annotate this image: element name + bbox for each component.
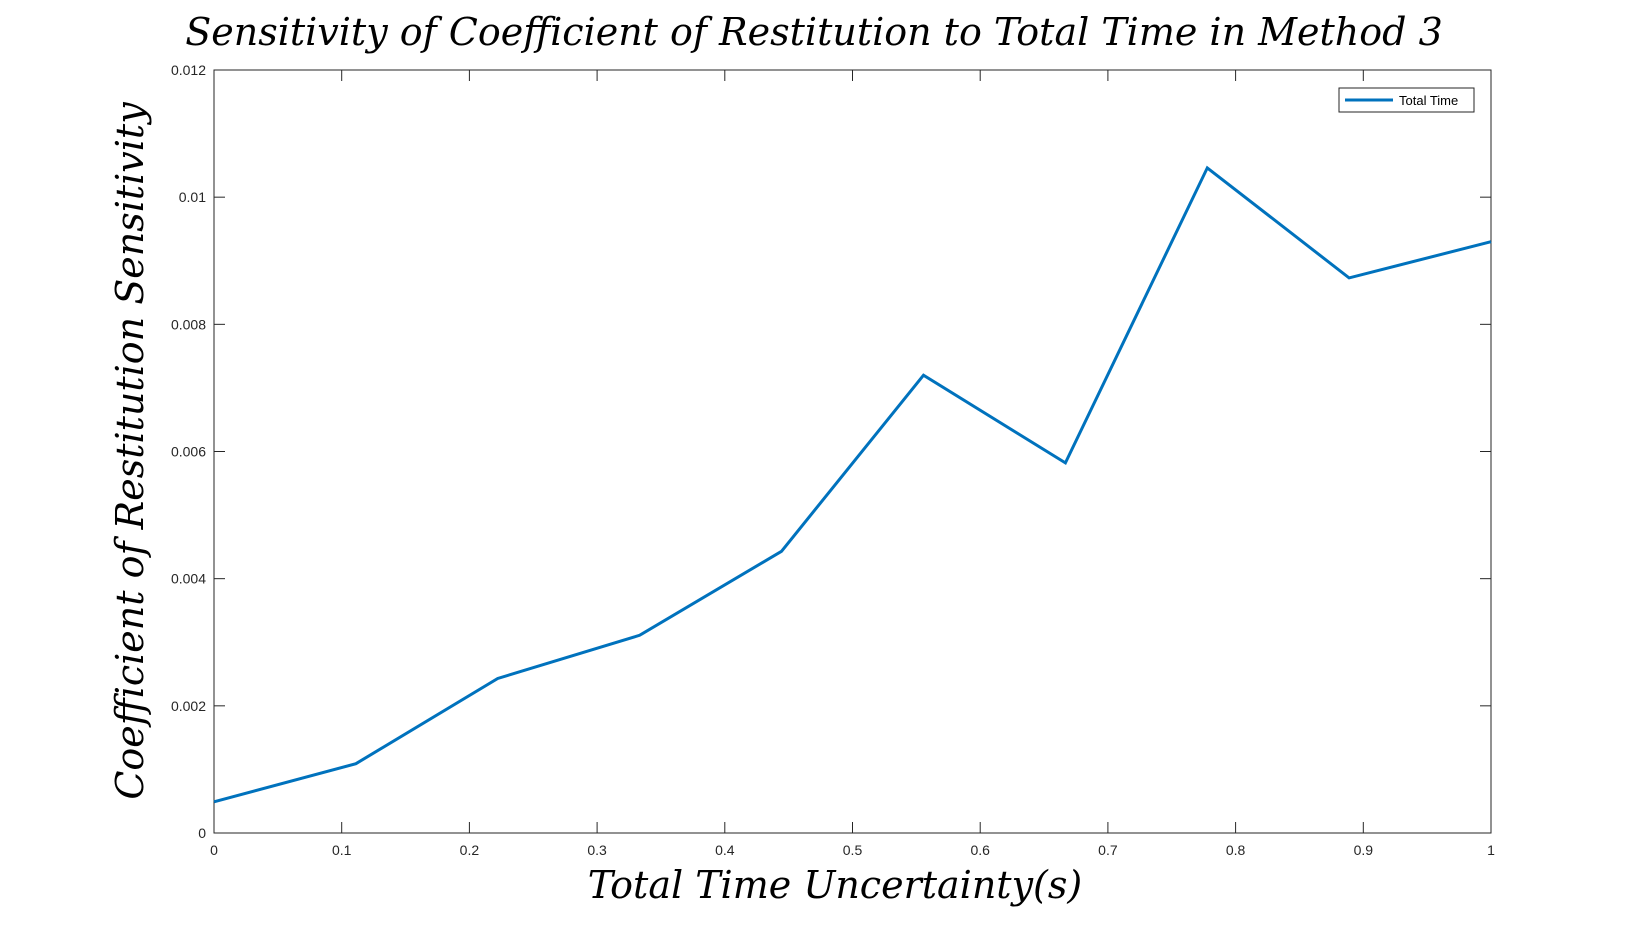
x-tick-label: 0.9	[1354, 842, 1374, 858]
x-axis-ticks: 0 0.1 0.2 0.3 0.4 0.5 0.6 0.7 0.8 0.9 1	[210, 70, 1495, 858]
y-tick-label: 0.006	[171, 444, 206, 460]
x-tick-label: 0.7	[1098, 842, 1118, 858]
y-tick-label: 0.012	[171, 62, 206, 78]
x-tick-label: 1	[1487, 842, 1495, 858]
y-tick-label: 0.008	[171, 316, 206, 332]
x-tick-label: 0.5	[843, 842, 863, 858]
plot-area	[213, 69, 1492, 834]
y-axis-label: Coefficient of Restitution Sensitivity	[108, 102, 152, 800]
x-tick-label: 0.6	[970, 842, 990, 858]
series-lines	[213, 165, 1492, 804]
x-tick-label: 0	[210, 842, 218, 858]
x-tick-label: 0.8	[1226, 842, 1246, 858]
x-tick-label: 0.3	[587, 842, 607, 858]
y-tick-label: 0.01	[179, 189, 206, 205]
x-tick-label: 0.4	[715, 842, 735, 858]
series-line-total-time	[213, 165, 1492, 804]
y-tick-label: 0.004	[171, 571, 206, 587]
chart-title: Sensitivity of Coefficient of Restitutio…	[185, 10, 1443, 54]
legend-label: Total Time	[1399, 93, 1458, 108]
legend: Total Time	[1338, 87, 1475, 113]
y-tick-label: 0.002	[171, 698, 206, 714]
y-axis-ticks: 0 0.002 0.004 0.006 0.008 0.01 0.012	[171, 62, 1491, 841]
legend-box	[1338, 87, 1475, 113]
x-axis-label: Total Time Uncertainty(s)	[588, 863, 1082, 907]
y-tick-label: 0	[198, 825, 206, 841]
x-tick-label: 0.1	[332, 842, 352, 858]
x-tick-label: 0.2	[460, 842, 480, 858]
